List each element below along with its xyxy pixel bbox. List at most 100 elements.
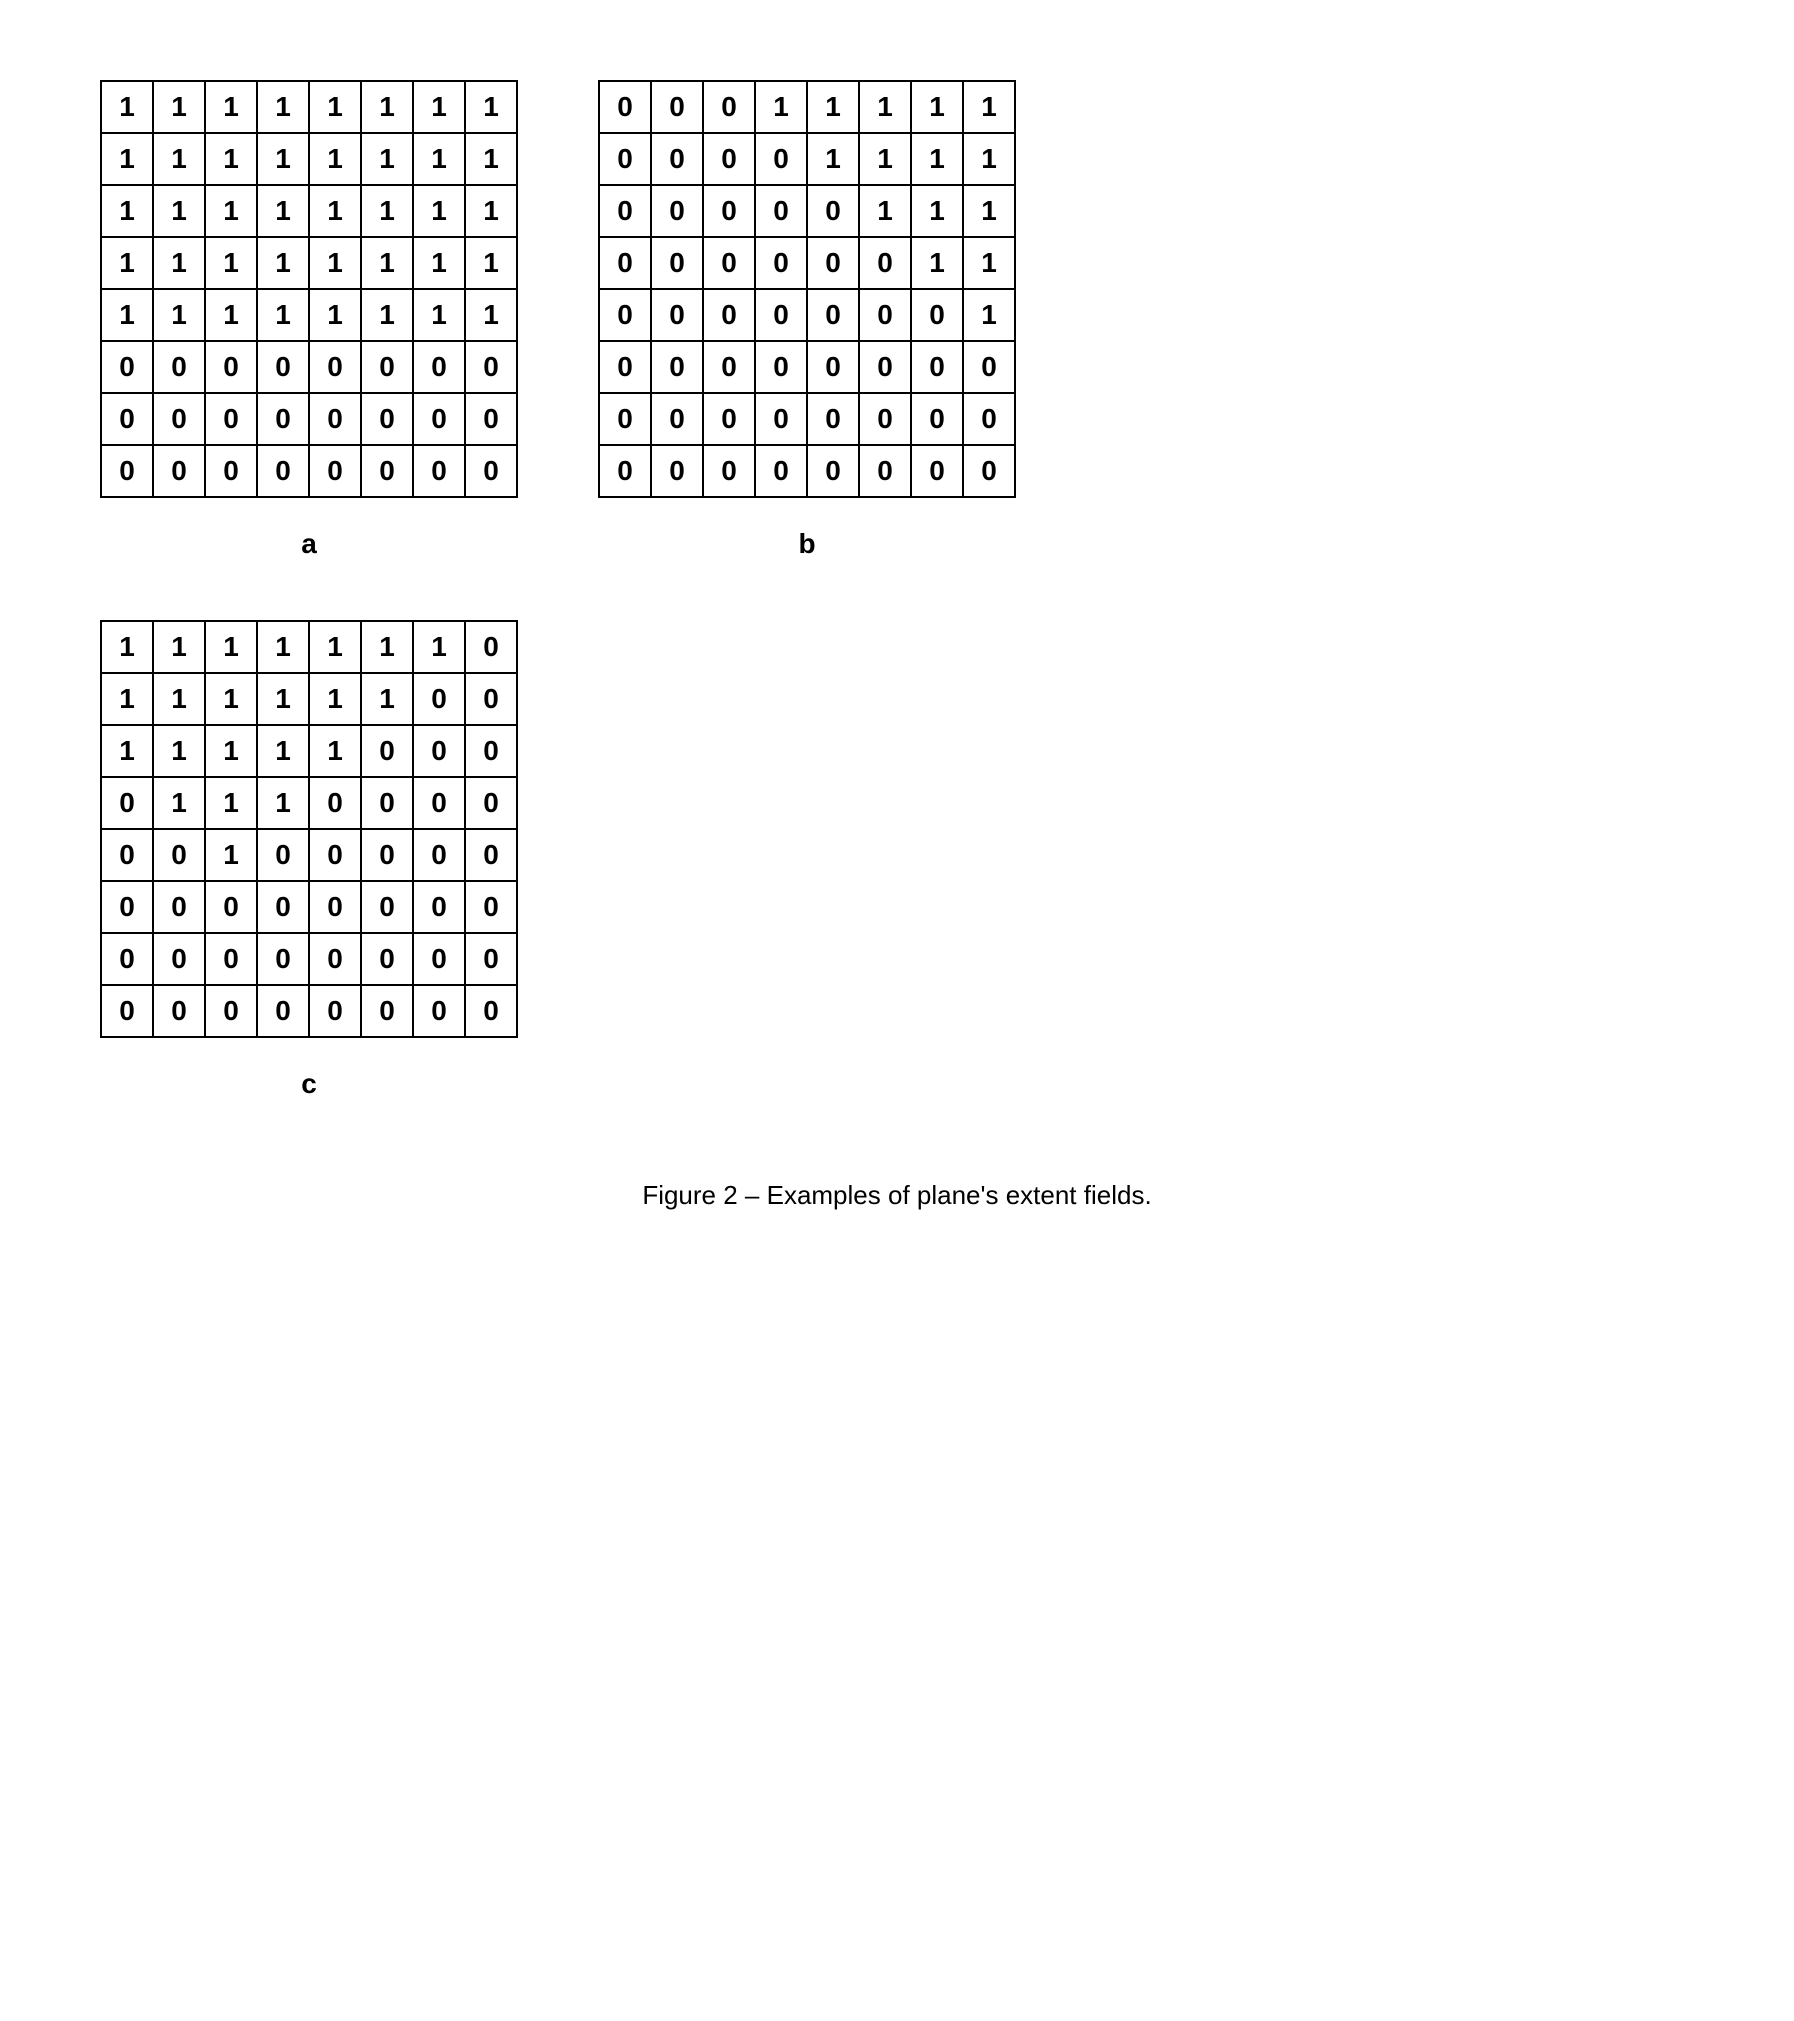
- grid-cell: 1: [413, 185, 465, 237]
- grid-cell: 0: [465, 985, 517, 1037]
- grid-cell: 1: [963, 81, 1015, 133]
- table-row: 11111100: [101, 673, 517, 725]
- grid-cell: 0: [309, 881, 361, 933]
- grid-cell: 0: [101, 777, 153, 829]
- figure-row-1: 1111111111111111111111111111111111111111…: [100, 80, 1694, 560]
- grid-cell: 0: [859, 445, 911, 497]
- grid-cell: 0: [651, 81, 703, 133]
- grid-cell: 0: [205, 393, 257, 445]
- grid-cell: 1: [413, 133, 465, 185]
- grid-cell: 1: [807, 133, 859, 185]
- grid-cell: 1: [859, 81, 911, 133]
- grid-cell: 0: [651, 289, 703, 341]
- grid-cell: 0: [599, 237, 651, 289]
- grid-cell: 1: [257, 81, 309, 133]
- grid-cell: 0: [153, 445, 205, 497]
- grid-cell: 1: [911, 185, 963, 237]
- grid-cell: 1: [465, 289, 517, 341]
- grid-cell: 0: [703, 341, 755, 393]
- grid-cell: 0: [361, 393, 413, 445]
- table-row: 00000000: [599, 445, 1015, 497]
- grid-cell: 1: [205, 777, 257, 829]
- table-block-a: 1111111111111111111111111111111111111111…: [100, 80, 518, 560]
- grid-cell: 1: [911, 133, 963, 185]
- table-row: 00000000: [101, 881, 517, 933]
- grid-cell: 0: [309, 393, 361, 445]
- grid-cell: 1: [257, 725, 309, 777]
- sublabel-c: c: [301, 1068, 317, 1100]
- grid-cell: 1: [309, 673, 361, 725]
- grid-table-b: 0001111100001111000001110000001100000001…: [598, 80, 1016, 498]
- table-row: 11111111: [101, 185, 517, 237]
- grid-cell: 1: [257, 133, 309, 185]
- grid-cell: 1: [205, 81, 257, 133]
- grid-cell: 0: [465, 393, 517, 445]
- grid-cell: 0: [911, 393, 963, 445]
- grid-cell: 0: [755, 237, 807, 289]
- grid-cell: 1: [309, 81, 361, 133]
- grid-cell: 0: [703, 81, 755, 133]
- grid-cell: 1: [101, 725, 153, 777]
- grid-cell: 0: [205, 341, 257, 393]
- grid-cell: 0: [257, 445, 309, 497]
- grid-cell: 1: [205, 829, 257, 881]
- grid-cell: 0: [309, 985, 361, 1037]
- table-row: 00000000: [599, 341, 1015, 393]
- table-row: 00000111: [599, 185, 1015, 237]
- grid-cell: 0: [911, 445, 963, 497]
- grid-cell: 1: [205, 133, 257, 185]
- grid-cell: 1: [413, 237, 465, 289]
- grid-cell: 0: [963, 393, 1015, 445]
- table-row: 00011111: [599, 81, 1015, 133]
- grid-cell: 0: [651, 133, 703, 185]
- grid-cell: 0: [309, 341, 361, 393]
- grid-cell: 0: [807, 289, 859, 341]
- grid-cell: 1: [963, 237, 1015, 289]
- grid-cell: 1: [153, 237, 205, 289]
- grid-cell: 1: [153, 777, 205, 829]
- grid-cell: 0: [465, 725, 517, 777]
- table-block-b: 0001111100001111000001110000001100000001…: [598, 80, 1016, 560]
- grid-cell: 0: [703, 133, 755, 185]
- grid-cell: 0: [911, 341, 963, 393]
- grid-cell: 1: [205, 289, 257, 341]
- sublabel-a: a: [301, 528, 317, 560]
- grid-cell: 0: [755, 445, 807, 497]
- grid-cell: 1: [153, 185, 205, 237]
- grid-cell: 0: [465, 445, 517, 497]
- grid-cell: 0: [257, 829, 309, 881]
- table-row: 11111111: [101, 289, 517, 341]
- grid-cell: 1: [911, 81, 963, 133]
- grid-cell: 0: [413, 985, 465, 1037]
- grid-cell: 0: [465, 673, 517, 725]
- grid-cell: 1: [257, 777, 309, 829]
- grid-cell: 1: [413, 81, 465, 133]
- grid-cell: 0: [755, 185, 807, 237]
- grid-cell: 0: [651, 237, 703, 289]
- grid-cell: 1: [153, 289, 205, 341]
- grid-cell: 0: [703, 289, 755, 341]
- grid-cell: 0: [257, 881, 309, 933]
- grid-cell: 1: [101, 289, 153, 341]
- grid-cell: 0: [101, 393, 153, 445]
- grid-cell: 1: [361, 237, 413, 289]
- grid-cell: 1: [465, 185, 517, 237]
- grid-cell: 1: [309, 289, 361, 341]
- grid-cell: 0: [309, 933, 361, 985]
- grid-cell: 1: [361, 673, 413, 725]
- grid-cell: 1: [257, 673, 309, 725]
- grid-cell: 0: [153, 985, 205, 1037]
- grid-cell: 1: [309, 621, 361, 673]
- grid-cell: 0: [807, 445, 859, 497]
- grid-cell: 0: [205, 985, 257, 1037]
- grid-cell: 0: [807, 393, 859, 445]
- table-row: 00100000: [101, 829, 517, 881]
- grid-cell: 0: [309, 829, 361, 881]
- grid-cell: 1: [361, 621, 413, 673]
- sublabel-b: b: [798, 528, 815, 560]
- grid-cell: 0: [205, 445, 257, 497]
- grid-cell: 0: [413, 829, 465, 881]
- table-row: 00000001: [599, 289, 1015, 341]
- grid-cell: 0: [807, 237, 859, 289]
- grid-cell: 0: [361, 341, 413, 393]
